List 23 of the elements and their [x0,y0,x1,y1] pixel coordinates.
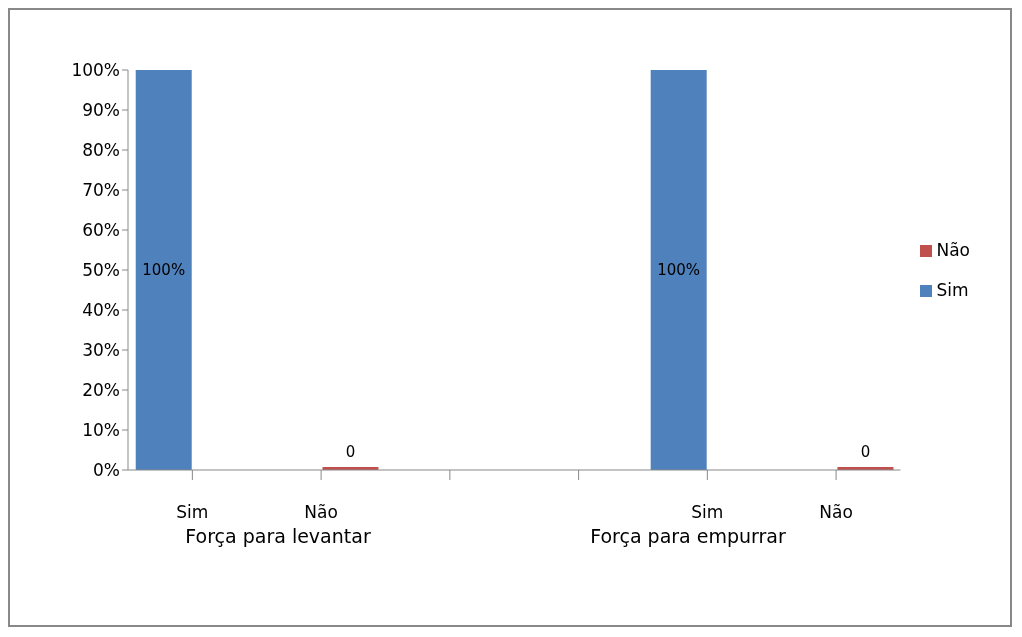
text: Força para levantar [184,525,372,547]
data-label: 100% [142,260,186,279]
x-tick-label: Não [304,502,338,523]
y-tick-label: 10% [82,420,120,441]
y-tick-label: 100% [71,60,120,81]
y-tick-label: 60% [82,220,120,241]
x-tick-label: Não [819,502,853,523]
legend-label: Sim [936,280,969,300]
y-tick-label: 0% [93,460,120,481]
x-tick-label: Sim [691,502,724,523]
y-tick-label: 70% [82,180,120,201]
text: Força para empurrar [589,525,787,547]
y-tick-label: 30% [82,340,120,361]
y-tick-label: 50% [82,260,120,281]
data-label: 0 [345,443,356,461]
y-tick-label: 90% [82,100,120,121]
y-tick-label: 40% [82,300,120,321]
data-label: 0 [860,443,871,461]
y-tick-label: 80% [82,140,120,161]
data-label: 100% [657,260,701,279]
x-tick-label: Sim [176,502,209,523]
y-tick-label: 20% [82,380,120,401]
legend-label: Não [936,240,970,260]
